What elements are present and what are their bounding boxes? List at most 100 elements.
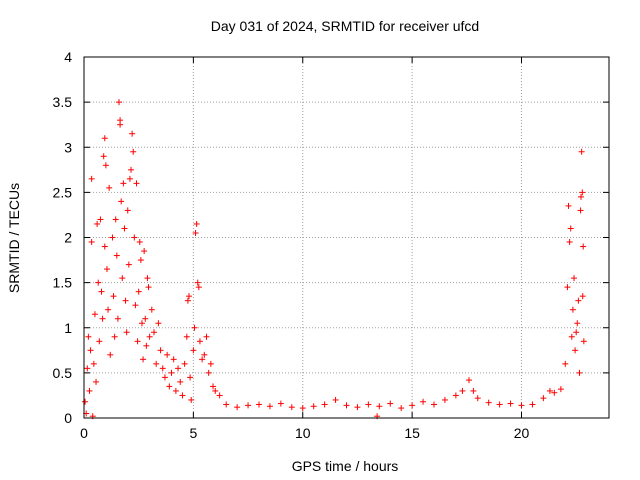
data-point — [332, 396, 339, 403]
data-point — [101, 243, 108, 250]
data-point — [181, 360, 188, 367]
data-point — [133, 180, 140, 187]
data-point — [87, 347, 94, 354]
data-point — [571, 275, 577, 282]
data-point — [546, 387, 553, 394]
data-point — [191, 324, 198, 331]
data-point — [128, 166, 135, 173]
data-point — [205, 369, 212, 376]
data-point — [210, 383, 217, 390]
data-point — [507, 400, 514, 407]
data-point — [98, 288, 105, 295]
data-point — [110, 293, 117, 300]
data-point — [518, 402, 525, 409]
data-point — [183, 333, 190, 340]
data-point — [100, 153, 107, 160]
data-point — [134, 338, 141, 345]
y-tick-label: 4 — [64, 49, 72, 65]
data-point — [125, 261, 132, 268]
data-point — [557, 386, 564, 393]
data-point — [84, 365, 91, 372]
data-point — [245, 402, 252, 409]
data-point — [97, 216, 104, 223]
x-tick-label: 15 — [404, 425, 420, 441]
data-point — [93, 378, 100, 385]
data-point — [172, 387, 179, 394]
data-point — [234, 404, 241, 411]
data-point — [452, 392, 459, 399]
data-point — [151, 329, 157, 336]
data-point — [96, 338, 103, 345]
data-point — [114, 315, 121, 322]
data-point — [90, 360, 97, 367]
data-point — [112, 216, 119, 223]
data-point — [91, 311, 98, 318]
data-point — [82, 398, 89, 405]
data-point — [168, 369, 175, 376]
data-point — [157, 347, 164, 354]
data-point — [569, 306, 576, 313]
data-point — [146, 333, 153, 340]
data-point — [179, 392, 186, 399]
data-point — [130, 148, 137, 155]
data-point — [116, 99, 122, 106]
data-point — [190, 347, 197, 354]
data-point — [187, 374, 194, 381]
x-tick-label: 5 — [189, 425, 197, 441]
data-point — [184, 297, 191, 304]
data-point — [117, 121, 124, 128]
data-point — [88, 175, 95, 182]
data-point — [577, 207, 584, 214]
y-tick-label: 1.5 — [53, 275, 73, 291]
data-point — [86, 387, 93, 394]
data-point — [288, 404, 295, 411]
data-point — [131, 234, 138, 241]
data-point — [124, 207, 131, 214]
data-point — [310, 403, 317, 410]
data-point — [135, 288, 142, 295]
data-point — [175, 365, 182, 372]
y-tick-label: 2.5 — [53, 184, 73, 200]
data-point — [203, 333, 210, 340]
data-point — [193, 220, 200, 227]
data-point — [195, 284, 202, 291]
y-tick-label: 2 — [64, 230, 72, 246]
x-tick-label: 20 — [514, 425, 530, 441]
data-point — [207, 360, 214, 367]
data-point — [579, 293, 586, 300]
data-point — [354, 404, 361, 411]
data-point — [574, 320, 581, 327]
data-point — [94, 220, 101, 227]
data-point — [409, 402, 416, 409]
data-point — [365, 401, 372, 408]
data-point — [153, 360, 160, 367]
data-point — [132, 302, 139, 309]
data-point — [136, 239, 143, 246]
data-point — [85, 333, 92, 340]
data-point — [431, 401, 437, 408]
data-point — [466, 377, 472, 384]
data-point — [138, 320, 145, 327]
data-point — [95, 279, 102, 286]
data-point — [144, 275, 151, 282]
data-point — [387, 400, 394, 407]
data-point — [575, 297, 582, 304]
data-point — [299, 405, 306, 412]
data-point — [567, 225, 574, 232]
data-point — [101, 135, 108, 142]
data-point — [580, 338, 587, 345]
data-point — [277, 400, 284, 407]
data-point — [343, 402, 350, 409]
data-point — [578, 193, 584, 200]
x-tick-label: 10 — [295, 425, 311, 441]
y-tick-label: 1 — [64, 320, 72, 336]
data-point — [137, 257, 144, 264]
data-point — [216, 392, 223, 399]
data-point — [126, 175, 133, 182]
data-point — [566, 239, 573, 246]
data-point — [376, 403, 383, 410]
data-point — [170, 356, 177, 363]
y-axis-label: SRMTID / TECUs — [6, 183, 22, 293]
data-point — [88, 239, 95, 246]
data-point — [562, 360, 569, 367]
